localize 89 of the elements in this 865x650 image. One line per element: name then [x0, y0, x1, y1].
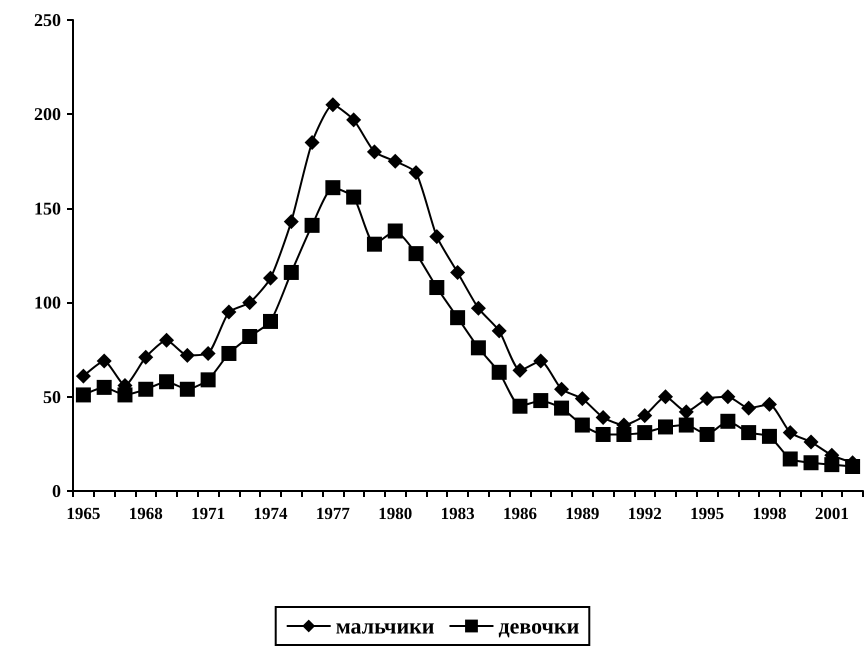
y-tick-label: 200	[34, 104, 61, 124]
point	[470, 340, 486, 356]
point	[700, 391, 715, 406]
point	[700, 426, 715, 442]
point	[554, 382, 570, 397]
x-tick-label: 1992	[628, 504, 662, 523]
point	[596, 410, 611, 426]
point	[242, 295, 258, 310]
x-tick-label: 1989	[565, 504, 600, 523]
x-tick-label: 1974	[254, 504, 288, 523]
point	[346, 112, 362, 128]
point	[804, 455, 819, 470]
point	[284, 214, 299, 230]
x-tick-label: 1998	[752, 504, 786, 523]
point	[574, 391, 590, 406]
point	[263, 314, 278, 329]
point	[492, 364, 507, 380]
point	[512, 398, 528, 414]
point	[96, 354, 112, 369]
point	[429, 229, 444, 244]
point	[804, 434, 819, 450]
point	[782, 425, 798, 440]
x-tick-label: 1980	[378, 504, 412, 523]
point	[76, 387, 91, 402]
point	[658, 389, 673, 404]
x-tick-label: 1977	[316, 504, 350, 523]
point	[138, 350, 154, 365]
y-tick-label: 100	[34, 292, 61, 313]
x-tick-label: 2001	[814, 504, 849, 523]
y-tick-label: 250	[34, 10, 61, 30]
y-tick-label: 0	[52, 481, 61, 501]
legend-label: мальчики	[336, 614, 435, 638]
point	[741, 425, 756, 440]
point	[470, 300, 486, 316]
point	[200, 372, 216, 388]
point	[180, 382, 195, 397]
point	[762, 396, 777, 412]
point	[366, 144, 382, 160]
point	[678, 404, 694, 420]
point	[138, 382, 154, 397]
point	[221, 304, 236, 320]
point	[304, 134, 320, 150]
point	[450, 264, 466, 280]
point	[720, 389, 736, 404]
point	[76, 368, 91, 384]
point	[429, 280, 444, 296]
point	[782, 451, 798, 466]
point	[637, 425, 652, 440]
point	[388, 154, 403, 169]
point	[221, 346, 236, 361]
point	[408, 246, 424, 262]
point	[450, 310, 466, 326]
point	[159, 374, 174, 390]
y-tick-label: 50	[43, 386, 61, 407]
point	[762, 428, 777, 444]
y-tick-label: 150	[34, 198, 61, 218]
point	[658, 419, 673, 434]
point	[637, 408, 652, 424]
point	[741, 400, 756, 416]
point	[304, 218, 320, 233]
point	[596, 426, 611, 442]
x-tick-label: 1983	[440, 504, 475, 523]
point	[346, 190, 362, 205]
point	[533, 354, 548, 369]
x-tick-label: 1965	[66, 504, 100, 523]
x-tick-label: 1995	[690, 504, 724, 523]
x-tick-label: 1971	[191, 504, 226, 523]
point	[242, 329, 258, 344]
point	[388, 224, 403, 239]
point	[678, 418, 694, 433]
legend-label: девочки	[498, 614, 580, 638]
x-tick-label: 1968	[128, 504, 163, 523]
point	[720, 414, 736, 429]
point	[512, 362, 528, 378]
x-tick-label: 1986	[502, 504, 537, 523]
point	[284, 264, 299, 280]
point	[325, 180, 340, 196]
point	[325, 97, 340, 112]
point	[554, 400, 570, 416]
point	[263, 270, 278, 286]
point	[200, 346, 216, 361]
point	[408, 165, 424, 180]
point	[533, 393, 548, 408]
point	[574, 418, 590, 433]
point	[159, 332, 174, 348]
point	[366, 236, 382, 252]
point	[96, 380, 112, 395]
point	[180, 348, 195, 363]
point	[492, 323, 507, 338]
